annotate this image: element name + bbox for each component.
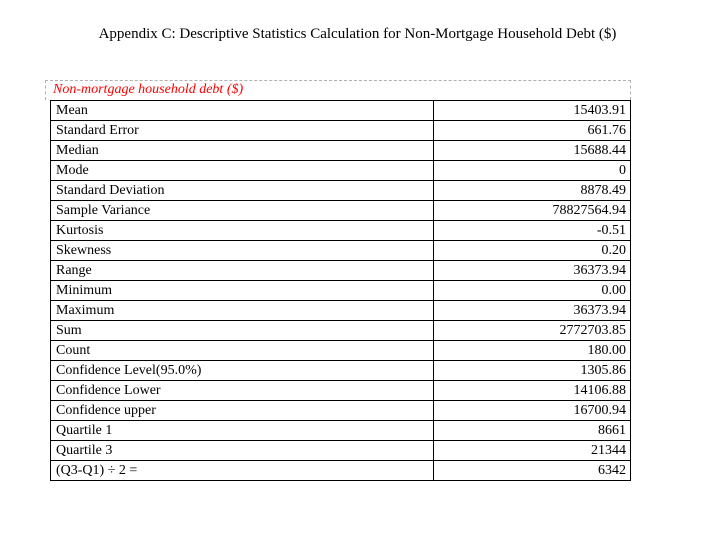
table-row: Confidence Lower 14106.88 (50, 380, 631, 401)
table-row: (Q3-Q1) ÷ 2 = 6342 (50, 460, 631, 481)
stat-label: Standard Deviation (50, 180, 434, 201)
stat-label: Maximum (50, 300, 434, 321)
table-row: Confidence Level(95.0%) 1305.86 (50, 360, 631, 381)
stat-value: 36373.94 (433, 300, 631, 321)
stat-label: Range (50, 260, 434, 281)
stat-value: 0.20 (433, 240, 631, 261)
stat-value: 2772703.85 (433, 320, 631, 341)
table-row: Maximum 36373.94 (50, 300, 631, 321)
stat-value: 15403.91 (433, 100, 631, 121)
descriptive-statistics-table: Mean 15403.91 Standard Error 661.76 Median 15… (50, 100, 631, 481)
stat-value: 36373.94 (433, 260, 631, 281)
stat-value: 0.00 (433, 280, 631, 301)
stat-value: 8878.49 (433, 180, 631, 201)
stat-label: Median (50, 140, 434, 161)
table-row: Standard Error 661.76 (50, 120, 631, 141)
stat-label: Mean (50, 100, 434, 121)
stat-label: Quartile 1 (50, 420, 434, 441)
stat-label: Kurtosis (50, 220, 434, 241)
table-row: Median 15688.44 (50, 140, 631, 161)
stat-value: 21344 (433, 440, 631, 461)
stat-label: Mode (50, 160, 434, 181)
stat-label: Standard Error (50, 120, 434, 141)
stat-value: 78827564.94 (433, 200, 631, 221)
page-title: Appendix C: Descriptive Statistics Calcu… (98, 26, 617, 42)
table-row: Mode 0 (50, 160, 631, 181)
table-row: Quartile 1 8661 (50, 420, 631, 441)
table-row: Standard Deviation 8878.49 (50, 180, 631, 201)
stat-value: 1305.86 (433, 360, 631, 381)
stat-label: Skewness (50, 240, 434, 261)
table-row: Skewness 0.20 (50, 240, 631, 261)
table-row: Sample Variance 78827564.94 (50, 200, 631, 221)
table-row: Mean 15403.91 (50, 100, 631, 121)
stats-table-body: Mean 15403.91 Standard Error 661.76 Median 15… (50, 100, 631, 481)
table-row: Minimum 0.00 (50, 280, 631, 301)
table-row: Quartile 3 21344 (50, 440, 631, 461)
stat-label: Quartile 3 (50, 440, 434, 461)
stat-value: 15688.44 (433, 140, 631, 161)
stat-label: (Q3-Q1) ÷ 2 = (50, 460, 434, 481)
stat-value: 6342 (433, 460, 631, 481)
stat-label: Count (50, 340, 434, 361)
stat-value: 8661 (433, 420, 631, 441)
table-row: Kurtosis -0.51 (50, 220, 631, 241)
table-header-label: Non-mortgage household debt ($) (53, 82, 244, 97)
stat-label: Sample Variance (50, 200, 434, 221)
stat-value: 16700.94 (433, 400, 631, 421)
table-row: Range 36373.94 (50, 260, 631, 281)
stat-label: Confidence Lower (50, 380, 434, 401)
table-frame: Non-mortgage household debt ($) (45, 80, 631, 100)
stat-label: Confidence upper (50, 400, 434, 421)
stat-label: Sum (50, 320, 434, 341)
stat-label: Confidence Level(95.0%) (50, 360, 434, 381)
stat-value: 0 (433, 160, 631, 181)
stat-label: Minimum (50, 280, 434, 301)
stat-value: 661.76 (433, 120, 631, 141)
table-row: Sum 2772703.85 (50, 320, 631, 341)
table-row: Count 180.00 (50, 340, 631, 361)
stat-value: -0.51 (433, 220, 631, 241)
table-row: Confidence upper 16700.94 (50, 400, 631, 421)
stat-value: 14106.88 (433, 380, 631, 401)
stat-value: 180.00 (433, 340, 631, 361)
